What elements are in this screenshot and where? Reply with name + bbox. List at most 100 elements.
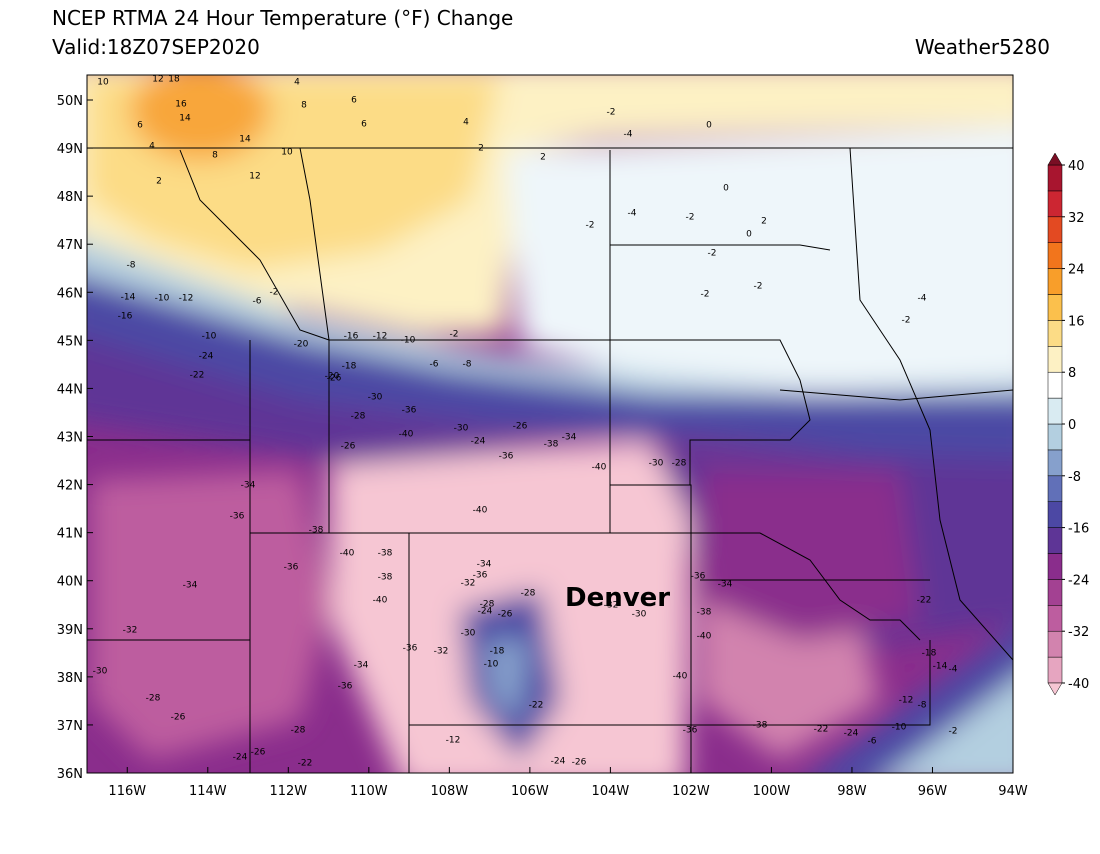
lat-tick-label: 38N bbox=[57, 671, 83, 686]
contour-label: -16 bbox=[118, 312, 133, 322]
contour-label: -28 bbox=[146, 694, 161, 704]
title: NCEP RTMA 24 Hour Temperature (°F) Chang… bbox=[52, 6, 513, 30]
contour-label: -38 bbox=[309, 526, 324, 536]
contour-label: -34 bbox=[183, 581, 198, 591]
map-field: Denver bbox=[87, 75, 1013, 773]
contour-label: -18 bbox=[342, 362, 357, 372]
contour-label: -36 bbox=[683, 726, 698, 736]
contour-label: -38 bbox=[697, 608, 712, 618]
contour-label: 6 bbox=[137, 121, 143, 131]
map-frame bbox=[86, 74, 1014, 774]
lon-tick-label: 108W bbox=[431, 784, 469, 799]
colorbar-bin bbox=[1047, 294, 1063, 321]
colorbar-bin bbox=[1047, 605, 1063, 632]
colorbar-bin bbox=[1047, 320, 1063, 347]
contour-label: -22 bbox=[917, 596, 932, 606]
contour-label: -34 bbox=[477, 560, 492, 570]
contour-label: -40 bbox=[473, 506, 488, 516]
contour-label: -26 bbox=[513, 422, 528, 432]
contour-label: 6 bbox=[351, 96, 357, 106]
colorbar-end bbox=[1047, 682, 1063, 696]
colorbar-tick-label: 8 bbox=[1068, 366, 1076, 381]
contour-label: 14 bbox=[239, 135, 251, 145]
contour-label: -10 bbox=[401, 336, 416, 346]
colorbar-bin bbox=[1047, 397, 1063, 425]
colorbar-tick-label: -16 bbox=[1068, 522, 1089, 537]
contour-label: -34 bbox=[354, 661, 369, 671]
contour-label: 2 bbox=[478, 144, 484, 154]
contour-label: -6 bbox=[430, 360, 439, 370]
contour-label: -4 bbox=[624, 130, 633, 140]
contour-label: -26 bbox=[341, 442, 356, 452]
lat-tick-label: 37N bbox=[57, 719, 83, 734]
colorbar: 40 32 24 16 8 0 -8 -16 -24 -32 -40 bbox=[1047, 152, 1089, 696]
colorbar-tick-label: 0 bbox=[1068, 418, 1076, 433]
colorbar-bin bbox=[1047, 216, 1063, 243]
contour-label: -2 bbox=[949, 727, 958, 737]
colorbar-tick-label: -32 bbox=[1068, 625, 1089, 640]
contour-label: -36 bbox=[230, 512, 245, 522]
axes: 116W 114W 112W 110W 108W 106W 104W 102W 100W 98W 9… bbox=[57, 94, 1028, 799]
lon-tick-label: 104W bbox=[592, 784, 630, 799]
contour-label: 6 bbox=[361, 120, 367, 130]
contour-label: -12 bbox=[899, 696, 914, 706]
contour-label: -2 bbox=[686, 213, 695, 223]
lat-tick-label: 50N bbox=[57, 94, 83, 109]
contour-label: -36 bbox=[499, 452, 514, 462]
contour-label: 14 bbox=[179, 114, 191, 124]
colorbar-bin bbox=[1047, 475, 1063, 502]
lat-tick-label: 43N bbox=[57, 430, 83, 445]
contour-label: 10 bbox=[281, 148, 293, 158]
contour-label: -40 bbox=[673, 672, 688, 682]
contour-label: -24 bbox=[551, 757, 566, 767]
contour-label: -28 bbox=[351, 412, 366, 422]
colorbar-tick-label: 24 bbox=[1068, 263, 1085, 278]
contour-label: 0 bbox=[723, 184, 729, 194]
lon-tick-label: 96W bbox=[918, 784, 948, 799]
contour-label: -18 bbox=[490, 647, 505, 657]
contour-label: -22 bbox=[298, 759, 313, 769]
contour-label: -24 bbox=[478, 607, 493, 617]
contour-label: -4 bbox=[918, 294, 927, 304]
contour-label: 2 bbox=[156, 177, 162, 187]
contour-label: -40 bbox=[592, 463, 607, 473]
colorbar-bin bbox=[1047, 579, 1063, 606]
contour-label: -36 bbox=[284, 563, 299, 573]
contour-label: -26 bbox=[572, 758, 587, 768]
contour-label: -36 bbox=[403, 644, 418, 654]
contour-label: -4 bbox=[949, 665, 958, 675]
lat-tick-label: 41N bbox=[57, 527, 83, 542]
lat-tick-label: 49N bbox=[57, 142, 83, 157]
contour-label: -38 bbox=[544, 440, 559, 450]
contour-label: 4 bbox=[294, 78, 300, 88]
colorbar-bin bbox=[1047, 371, 1063, 399]
contour-label: 0 bbox=[706, 121, 712, 131]
contour-label: -32 bbox=[434, 647, 449, 657]
contour-label: -32 bbox=[604, 601, 619, 611]
contour-label: -24 bbox=[233, 753, 248, 763]
colorbar-bin bbox=[1047, 268, 1063, 295]
contour-label: -2 bbox=[708, 249, 717, 259]
contour-label: -4 bbox=[628, 209, 637, 219]
contour-label: -34 bbox=[241, 481, 256, 491]
lon-tick-label: 106W bbox=[511, 784, 549, 799]
lat-tick-label: 48N bbox=[57, 190, 83, 205]
colorbar-bin bbox=[1047, 164, 1063, 192]
colorbar-tick-label: -24 bbox=[1068, 573, 1089, 588]
contour-label: 8 bbox=[301, 101, 307, 111]
contour-label: -38 bbox=[378, 549, 393, 559]
colorbar-tick-label: -40 bbox=[1068, 677, 1089, 692]
contour-label: -12 bbox=[373, 332, 388, 342]
valid-time: Valid:18Z07SEP2020 bbox=[52, 35, 260, 59]
contour-label: 10 bbox=[97, 78, 109, 88]
contour-label: -36 bbox=[402, 406, 417, 416]
contour-label: 12 bbox=[249, 172, 260, 182]
contour-label: -40 bbox=[340, 549, 355, 559]
contour-label: -2 bbox=[450, 330, 459, 340]
contour-label: -38 bbox=[378, 573, 393, 583]
contour-label: -10 bbox=[155, 294, 170, 304]
contour-label: -26 bbox=[498, 610, 513, 620]
contour-label: -30 bbox=[632, 610, 647, 620]
contour-label: -12 bbox=[179, 294, 194, 304]
